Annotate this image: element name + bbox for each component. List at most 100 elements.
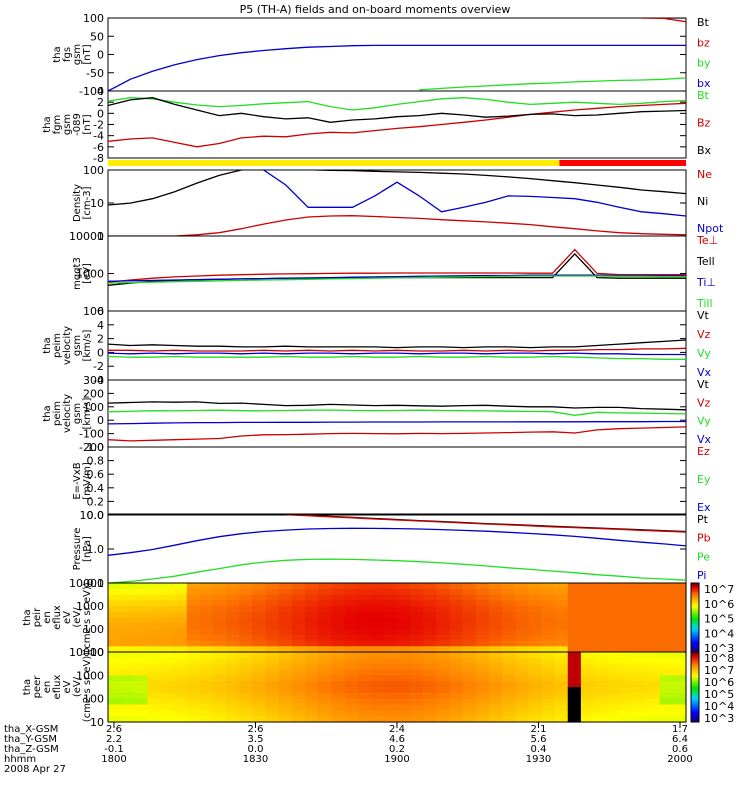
spec-cell xyxy=(567,692,582,700)
spec-cell xyxy=(173,617,188,624)
spec-cell xyxy=(659,606,674,613)
spec-cell xyxy=(370,646,385,653)
spec-cell xyxy=(173,669,188,676)
spec-cell xyxy=(475,588,490,596)
spec-cell xyxy=(567,652,582,659)
spec-cell xyxy=(410,669,424,676)
spec-cell xyxy=(502,583,516,590)
spec-cell xyxy=(305,600,319,607)
spec-cell xyxy=(383,698,398,706)
spec-cell xyxy=(199,669,214,676)
spec-cell xyxy=(108,716,122,723)
spec-cell xyxy=(646,611,661,619)
spec-cell xyxy=(488,583,503,590)
spec-cell xyxy=(344,675,359,682)
legend-label: Ez xyxy=(697,445,710,458)
spec-cell xyxy=(502,710,516,717)
colorbar-cell xyxy=(691,696,699,700)
spec-cell xyxy=(475,640,490,647)
spec-cell xyxy=(160,675,175,682)
spec-cell xyxy=(436,617,451,624)
series-line xyxy=(108,97,686,111)
spec-cell xyxy=(121,583,135,590)
spec-cell xyxy=(291,594,306,601)
mode-bar-slow xyxy=(108,160,560,166)
spec-cell xyxy=(121,634,135,642)
panel-frame xyxy=(107,90,687,159)
spec-cell xyxy=(318,617,332,624)
spec-cell xyxy=(108,704,122,711)
spec-cell xyxy=(410,640,424,647)
spec-cell xyxy=(567,646,582,653)
series-line xyxy=(285,515,686,533)
spec-cell xyxy=(108,640,122,647)
spec-cell xyxy=(528,669,543,676)
spec-cell xyxy=(318,698,332,706)
ephemeris-value: 2000 xyxy=(667,754,692,765)
spec-cell xyxy=(370,663,385,671)
spec-cell xyxy=(121,629,135,636)
spec-cell xyxy=(291,646,306,653)
spec-cell xyxy=(397,594,411,601)
colorbar-cell xyxy=(691,663,699,667)
spec-cell xyxy=(541,594,556,601)
spec-cell xyxy=(121,704,135,711)
spec-cell xyxy=(318,594,332,601)
spec-cell xyxy=(305,652,319,659)
spec-cell xyxy=(462,675,477,682)
spec-cell xyxy=(607,623,621,630)
ytick-label: -100 xyxy=(79,428,104,441)
spec-cell xyxy=(134,692,149,700)
spec-cell xyxy=(331,583,346,590)
spec-cell xyxy=(357,646,372,653)
spec-cell xyxy=(646,710,661,717)
spec-cell xyxy=(633,698,648,706)
spec-cell xyxy=(397,681,411,688)
spec-cell xyxy=(580,652,595,659)
spec-cell xyxy=(344,710,359,717)
spec-cell xyxy=(633,611,648,619)
ytick-label: -2 xyxy=(93,119,104,132)
spec-cell xyxy=(344,611,359,619)
spec-cell xyxy=(620,657,635,665)
spec-cell xyxy=(423,606,438,613)
spec-cell xyxy=(462,634,477,642)
spec-cell xyxy=(357,629,372,636)
spec-cell xyxy=(134,669,149,676)
spec-cell xyxy=(462,617,477,624)
spec-cell xyxy=(594,675,608,682)
colorbar-cell xyxy=(691,659,699,662)
spec-cell xyxy=(252,611,267,619)
spec-cell xyxy=(554,698,569,706)
spec-cell xyxy=(659,640,674,647)
colorbar-cell xyxy=(691,629,699,632)
spec-cell xyxy=(449,652,464,659)
colorbar-cell xyxy=(691,612,699,616)
spec-cell xyxy=(672,716,687,723)
spec-cell xyxy=(239,646,254,653)
ephemeris-value: 0.4 xyxy=(531,744,547,755)
spec-cell xyxy=(541,606,556,613)
spec-cell xyxy=(134,681,149,688)
spec-cell xyxy=(213,663,227,671)
spec-cell xyxy=(213,617,227,624)
spec-cell xyxy=(462,623,477,630)
spec-cell xyxy=(291,669,306,676)
spec-cell xyxy=(646,629,661,636)
spec-cell xyxy=(173,663,188,671)
panel-frame xyxy=(107,17,687,92)
spec-cell xyxy=(620,588,635,596)
spec-cell xyxy=(318,600,332,607)
series-line xyxy=(108,352,686,356)
ephemeris-value: 1.7 xyxy=(672,724,688,735)
spec-cell xyxy=(607,629,621,636)
spec-cell xyxy=(567,634,582,642)
spec-cell xyxy=(108,634,122,642)
spec-cell xyxy=(239,663,254,671)
colorbar-label: 10^6 xyxy=(704,598,734,611)
spec-cell xyxy=(318,606,332,613)
spec-cell xyxy=(239,704,254,711)
spec-cell xyxy=(397,704,411,711)
spec-cell xyxy=(331,629,346,636)
spec-cell xyxy=(160,681,175,688)
